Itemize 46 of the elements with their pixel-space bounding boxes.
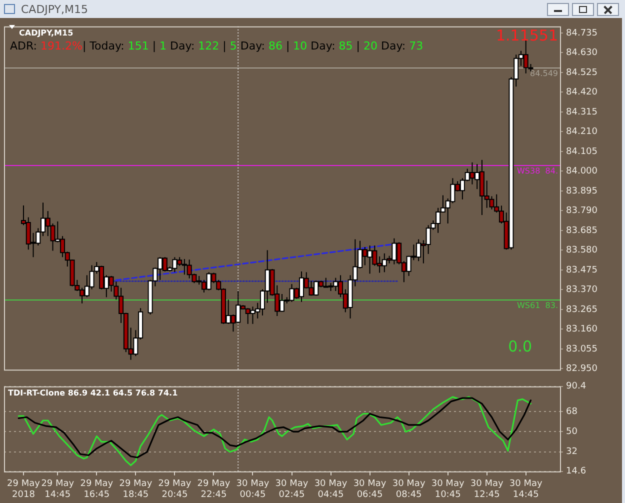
x-tick-label: 30 May 10:45: [431, 479, 465, 500]
y-tick-label: 84.105: [566, 146, 598, 157]
y-tick-label: 83.790: [566, 206, 598, 216]
y-tick-label: 84.735: [566, 28, 598, 38]
x-tick-label: 30 May 12:45: [470, 479, 504, 500]
chart-title: CADJPY,M15: [19, 28, 74, 38]
y-tick-label: 84.525: [566, 68, 598, 78]
y-tick-label: 84.210: [566, 127, 598, 138]
y-tick-label: 83.580: [566, 246, 598, 256]
y-tick-label: 84.000: [566, 166, 598, 177]
x-tick-label: 29 May 14:45: [41, 479, 75, 500]
y-tick-label: 68: [566, 406, 578, 417]
text: ADR: 191.2%| Today: 151 | 1 Day: 122 | 5 Day: 86 | 10 Day: 85 | 20 Day: 73: [10, 39, 424, 52]
x-tick-label: 29 May 20:45: [158, 479, 192, 500]
x-tick-label: 29 May 16:45: [80, 479, 114, 500]
ref-line-label: WS61 83.: [517, 301, 558, 310]
y-tick-label: 83.685: [566, 226, 598, 236]
x-tick-label: 30 May 02:45: [275, 479, 309, 500]
y-tick-label: 83.055: [566, 344, 598, 354]
ref-line-label: 84.549: [530, 69, 558, 78]
y-tick-label: 83.475: [566, 265, 598, 276]
y-tick-label: 84.315: [566, 107, 598, 118]
y-tick-label: 14.6: [566, 466, 586, 477]
annotation: 1.11551: [496, 26, 558, 44]
y-tick-label: 83.265: [566, 304, 598, 315]
y-tick-label: 32: [566, 447, 578, 458]
x-tick-label: 29 May 18:45: [119, 479, 153, 500]
y-tick-label: 83.160: [566, 324, 598, 335]
x-tick-label: 30 May 14:45: [509, 479, 543, 500]
y-tick-label: 90.4: [566, 382, 586, 392]
y-tick-label: 83.370: [566, 285, 598, 296]
chart-title: CADJPY,M15: [21, 2, 88, 16]
chart-title: TDI-RT-Clone 86.9 42.1 64.5 76.8 74.1: [8, 388, 178, 398]
y-tick-label: 84.630: [566, 48, 598, 58]
x-tick-label: 29 May 2018: [7, 479, 41, 500]
y-tick-label: 83.895: [566, 186, 598, 196]
ref-line-label: WS38 84.: [517, 166, 558, 176]
x-tick-label: 30 May 06:45: [353, 479, 387, 500]
y-tick-label: 82.950: [566, 364, 598, 374]
x-tick-label: 30 May 08:45: [392, 479, 426, 500]
y-tick-label: 50: [566, 427, 578, 438]
annotation: 0.0: [508, 337, 532, 356]
x-tick-label: 30 May 00:45: [236, 479, 270, 500]
x-tick-label: 30 May 04:45: [314, 479, 348, 500]
x-tick-label: 29 May 22:45: [197, 479, 231, 500]
y-tick-label: 84.420: [566, 88, 598, 98]
